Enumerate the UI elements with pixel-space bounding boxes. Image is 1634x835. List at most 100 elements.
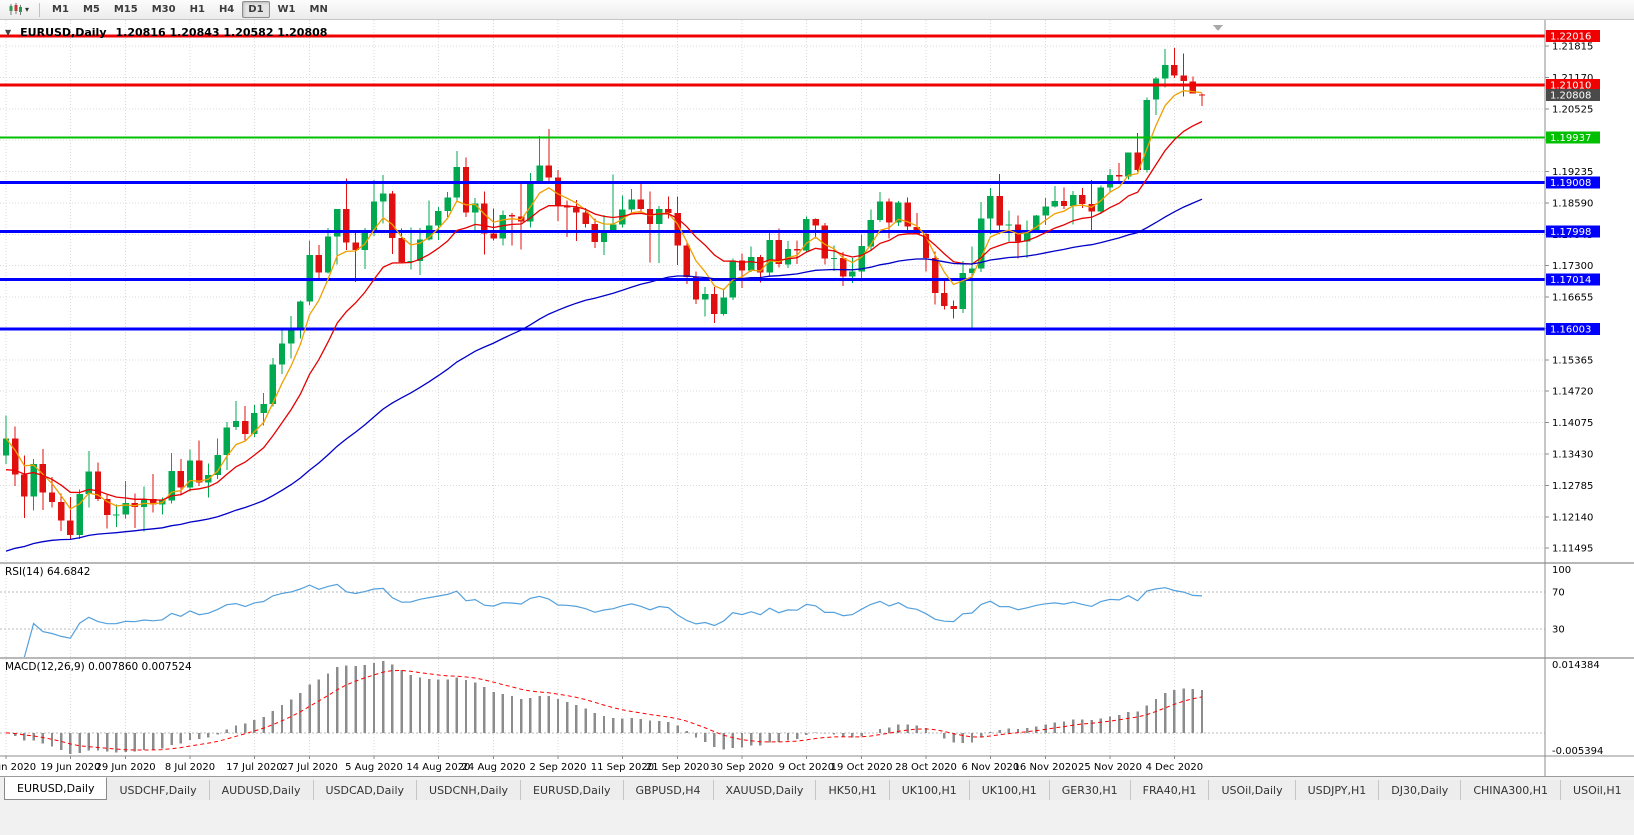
- price-tick-label: 1.21815: [1552, 42, 1593, 53]
- candle: [1060, 187, 1068, 210]
- candle: [1134, 132, 1141, 172]
- timeframe-button-m30[interactable]: M30: [151, 4, 176, 15]
- timeframe-button-mn[interactable]: MN: [309, 4, 328, 15]
- price-tick-label: 1.12785: [1552, 481, 1593, 492]
- timeframe-button-d1[interactable]: D1: [242, 1, 270, 18]
- candle: [803, 216, 810, 252]
- date-label: 28 Oct 2020: [895, 762, 957, 773]
- candle: [738, 253, 746, 289]
- chart-tab-7[interactable]: XAUUSD,Daily: [713, 780, 817, 800]
- candle: [941, 278, 948, 310]
- candle: [196, 440, 203, 487]
- chart-tab-11[interactable]: GER30,H1: [1049, 780, 1131, 800]
- candle: [113, 504, 120, 527]
- candle: [812, 218, 819, 239]
- candle: [628, 188, 635, 213]
- candle: [481, 191, 488, 255]
- current-price-badge: 1.20808: [1546, 89, 1600, 102]
- candle: [996, 174, 1003, 235]
- chart-canvas[interactable]: 1.218151.211701.205251.198801.192351.185…: [0, 20, 1634, 776]
- date-label: 27 Jul 2020: [281, 762, 338, 773]
- timeframe-button-w1[interactable]: W1: [277, 4, 296, 15]
- chart-tab-4[interactable]: USDCNH,Daily: [417, 780, 522, 800]
- candle: [683, 242, 690, 285]
- rsi-level-lines: [0, 591, 1545, 630]
- chart-tab-9[interactable]: UK100,H1: [889, 780, 970, 800]
- candle: [1189, 76, 1196, 94]
- candle: [1143, 97, 1150, 173]
- chart-tab-2[interactable]: AUDUSD,Daily: [209, 780, 314, 800]
- chart-tab-17[interactable]: USOil,H1: [1561, 780, 1634, 800]
- candle: [959, 260, 966, 313]
- svg-text:1.19937: 1.19937: [1550, 133, 1591, 144]
- candle: [1033, 215, 1040, 233]
- candle: [536, 135, 543, 184]
- chart-tab-14[interactable]: USDJPY,H1: [1295, 780, 1380, 800]
- chart-tab-6[interactable]: GBPUSD,H4: [623, 780, 714, 800]
- chart-tab-0[interactable]: EURUSD,Daily: [4, 777, 108, 800]
- date-label: 14 Aug 2020: [406, 762, 470, 773]
- chart-tab-12[interactable]: FRA40,H1: [1130, 780, 1210, 800]
- chart-tab-16[interactable]: CHINA300,H1: [1461, 780, 1562, 800]
- rsi-axis-label: 70: [1552, 587, 1565, 598]
- date-label: 19 Jun 2020: [40, 762, 100, 773]
- chart-type-button[interactable]: ▾: [3, 1, 34, 18]
- timeframe-button-m5[interactable]: M5: [82, 4, 100, 15]
- overlay-ma-mid: [5, 120, 1203, 501]
- rsi-axis-labels: 100 70 30: [1552, 565, 1571, 636]
- date-label: 24 Aug 2020: [462, 762, 526, 773]
- candle: [987, 187, 994, 235]
- pane-splitter-macd[interactable]: [0, 657, 1634, 659]
- candle: [665, 196, 672, 219]
- chart-tab-15[interactable]: DJ30,Daily: [1379, 780, 1462, 800]
- date-label: 25 Nov 2020: [1078, 762, 1142, 773]
- candle: [766, 233, 773, 277]
- price-line-badge: 1.16003: [1546, 322, 1600, 335]
- candle: [269, 358, 276, 407]
- chart-tab-10[interactable]: UK100,H1: [969, 780, 1050, 800]
- candle: [950, 300, 957, 319]
- chart-tab-13[interactable]: USOil,Daily: [1209, 780, 1296, 800]
- chart-shift-marker[interactable]: [1213, 25, 1223, 31]
- candle: [1116, 163, 1123, 181]
- candle: [582, 207, 589, 228]
- date-label: 19 Oct 2020: [831, 762, 893, 773]
- timeframe-button-m1[interactable]: M1: [52, 4, 69, 15]
- price-tick-label: 1.20525: [1552, 104, 1593, 115]
- price-line-badge: 1.19008: [1546, 176, 1600, 189]
- candle: [12, 426, 19, 487]
- date-label: 4 Dec 2020: [1146, 762, 1204, 773]
- chart-tab-8[interactable]: HK50,H1: [816, 780, 890, 800]
- timeframe-button-h1[interactable]: H1: [189, 4, 205, 15]
- candlestick-series: [2, 48, 1206, 540]
- chart-tab-3[interactable]: USDCAD,Daily: [313, 780, 418, 800]
- price-tick-label: 1.15365: [1552, 355, 1593, 366]
- date-label: 16 Nov 2020: [1014, 762, 1078, 773]
- candle: [904, 197, 911, 232]
- candle: [186, 449, 194, 492]
- chart-tab-1[interactable]: USDCHF,Daily: [107, 780, 210, 800]
- candle: [1097, 185, 1104, 215]
- timeframe-button-h4[interactable]: H4: [218, 4, 235, 15]
- candle: [104, 494, 111, 529]
- candle: [150, 474, 157, 513]
- date-label: 6 Nov 2020: [962, 762, 1020, 773]
- candle: [76, 489, 83, 540]
- candle: [324, 228, 332, 274]
- pane-splitter-rsi[interactable]: [0, 562, 1634, 564]
- candle: [968, 246, 976, 328]
- timeframe-button-m15[interactable]: M15: [113, 4, 138, 15]
- price-tick-label: 1.19235: [1552, 167, 1593, 178]
- candle: [462, 157, 470, 217]
- candle: [646, 191, 654, 263]
- candle: [490, 208, 497, 241]
- macd-axis-labels: 0.014384 -0.005394: [1552, 660, 1603, 757]
- candle: [352, 233, 359, 283]
- chart-tab-5[interactable]: EURUSD,Daily: [521, 780, 624, 800]
- chart-menu-caret-icon[interactable]: ▼: [5, 28, 12, 37]
- svg-text:1.17014: 1.17014: [1550, 275, 1591, 286]
- price-line-badge: 1.21010: [1546, 79, 1600, 92]
- candle: [499, 210, 506, 246]
- date-label: 8 Jul 2020: [165, 762, 215, 773]
